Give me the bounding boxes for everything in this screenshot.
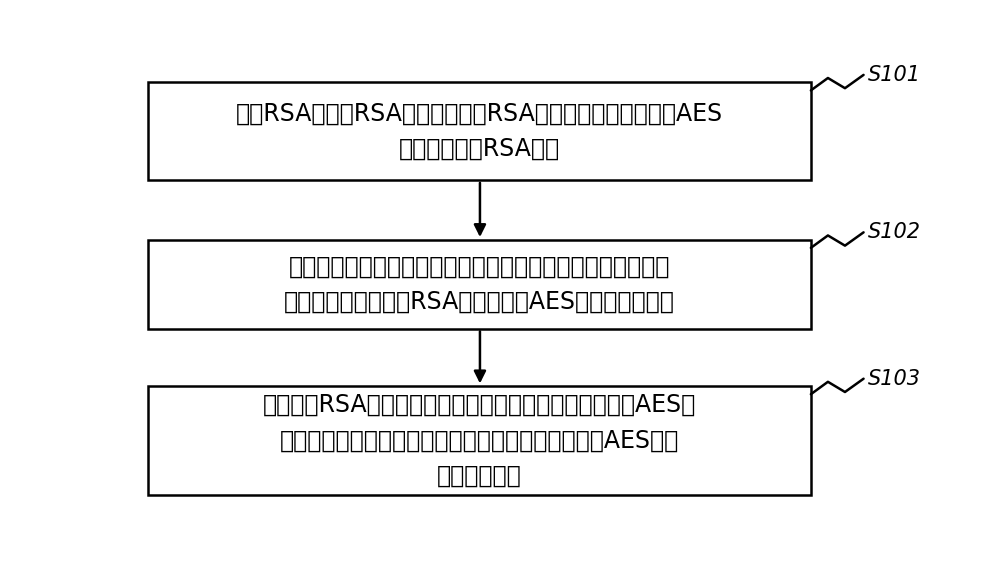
Text: S103: S103 <box>868 369 921 389</box>
Text: S101: S101 <box>868 65 921 85</box>
Text: S102: S102 <box>868 222 921 242</box>
Bar <box>148 240 811 328</box>
Text: 获取所述第二终端发送的加密密钥；其中，所述加密密钥为所
述第二终端利用所述RSA公钥对第一AES密钥加密得到的: 获取所述第二终端发送的加密密钥；其中，所述加密密钥为所 述第二终端利用所述RSA… <box>284 255 675 314</box>
Bar <box>148 82 811 180</box>
Text: 利用所述RSA私钥对所述加密密钥进行解密得到所述第一AES密
钥，以便所述第一终端和所述第二终端利用所述第一AES密钥
进行加密通信: 利用所述RSA私钥对所述加密密钥进行解密得到所述第一AES密 钥，以便所述第一终… <box>263 393 696 488</box>
Text: 创建RSA公钥和RSA私钥，将所述RSA公钥公开，并利用第一AES
密钥存储所述RSA私钥: 创建RSA公钥和RSA私钥，将所述RSA公钥公开，并利用第一AES 密钥存储所述… <box>236 101 723 161</box>
Bar <box>148 386 811 495</box>
